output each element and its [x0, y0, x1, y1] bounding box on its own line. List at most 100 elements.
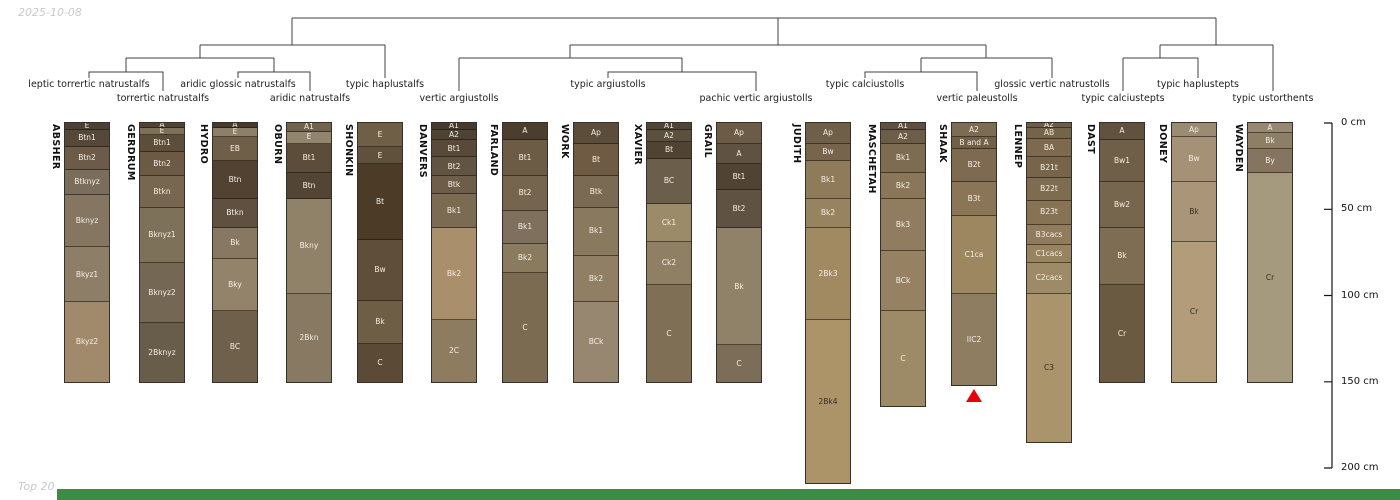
horizon-label: Btn1 — [153, 138, 171, 148]
horizon-band: A — [1100, 123, 1144, 141]
series-name: GRAIL — [702, 124, 713, 159]
taxon-label: leptic torrertic natrustalfs — [28, 79, 150, 90]
horizon-band: Btn — [213, 160, 257, 199]
profile-shonkin: SHONKIN E E Bt Bw Bk C — [343, 122, 403, 383]
horizon-label: A — [159, 123, 165, 129]
horizon-band: Btk — [432, 176, 476, 194]
horizon-band: Bt2 — [717, 190, 761, 229]
taxon-label: typic calciustolls — [825, 79, 905, 90]
horizon-band: IIC2 — [952, 293, 996, 386]
horizon-label: Ap — [591, 128, 601, 138]
horizon-label: C — [736, 358, 742, 368]
horizon-band: Bt2 — [432, 157, 476, 177]
horizon-label: Bk2 — [517, 253, 533, 263]
horizon-label: B21t — [1040, 162, 1058, 172]
horizon-band: Btn — [287, 173, 331, 199]
horizon-label: Btn — [302, 180, 316, 190]
horizon-band: A2 — [432, 129, 476, 141]
horizon-band: A1 — [647, 123, 691, 130]
horizon-band: E — [358, 123, 402, 148]
taxon-label: pachic vertic argiustolls — [699, 93, 813, 104]
horizon-label: Bknyz2 — [148, 287, 176, 297]
horizon-band: Bt1 — [503, 140, 547, 177]
profile-judith: JUDITH Ap Bw Bk1 Bk2 2Bk3 2Bk4 — [791, 121, 851, 485]
horizon-band: Cr — [1100, 285, 1144, 382]
horizon-band: Ap — [1172, 123, 1216, 137]
horizon-band: E — [213, 128, 257, 137]
horizon-label: Bky — [228, 279, 242, 289]
horizon-band: Cr — [1248, 173, 1292, 382]
series-name: DAST — [1085, 124, 1096, 155]
horizon-band: Bk2 — [806, 198, 850, 229]
horizon-label: E — [377, 150, 383, 160]
horizon-band: C — [881, 311, 925, 406]
bottom-progress-bar — [57, 489, 1400, 500]
horizon-band: BC — [213, 310, 257, 382]
series-name: OBURN — [272, 124, 283, 165]
horizon-band: Bw — [358, 240, 402, 301]
horizon-label: C1ca — [964, 249, 984, 259]
horizon-band: 2Bknyz — [140, 323, 184, 382]
horizon-label: Ap — [823, 128, 833, 138]
depth-tick-label: 0 cm — [1341, 117, 1366, 128]
horizon-band: 2Bkn — [287, 293, 331, 382]
horizon-band: Btkn — [213, 198, 257, 229]
horizon-band: E — [287, 131, 331, 144]
profile-wayden: WAYDEN A Bk By Cr — [1233, 122, 1293, 383]
horizon-band: Bk1 — [881, 143, 925, 173]
horizon-label: Bk1 — [895, 153, 911, 163]
horizon-band: 2Bk4 — [806, 319, 850, 484]
profile-maschetah: MASCHETAH A1 A2 Bk1 Bk2 Bk3 BCk C — [866, 122, 926, 407]
horizon-band: Bt — [647, 141, 691, 160]
horizon-label: Bt2 — [518, 188, 532, 198]
horizon-band: Bk — [213, 228, 257, 260]
series-name: WORK — [559, 124, 570, 159]
horizon-band: A1 — [287, 123, 331, 132]
horizon-band: BCk — [574, 302, 618, 382]
horizon-label: A2 — [969, 124, 979, 134]
horizon-label: Bt1 — [732, 172, 746, 182]
horizon-label: Bt2 — [732, 203, 746, 213]
taxon-label: glossic vertic natrustolls — [994, 79, 1110, 90]
profile-shaak: SHAAK A2 B and A B2t B3t C1ca IIC2 — [937, 121, 997, 387]
horizon-band: 2C — [432, 319, 476, 382]
horizon-label: Btk — [589, 186, 603, 196]
horizon-band: A2 — [647, 129, 691, 142]
horizon-band: B3t — [952, 181, 996, 217]
horizon-band: Bt1 — [287, 143, 331, 173]
horizon-label: A — [1119, 126, 1125, 136]
horizon-band: B22t — [1027, 178, 1071, 201]
horizon-label: Btn2 — [78, 153, 96, 163]
profile-dast: DAST A Bw1 Bw2 Bk Cr — [1085, 122, 1145, 383]
horizon-band: Btk — [574, 176, 618, 208]
horizon-label: Bt — [375, 197, 385, 207]
horizon-band: BC — [647, 159, 691, 205]
taxon-label: typic haplustepts — [1156, 79, 1240, 90]
horizon-band: Btn2 — [65, 147, 109, 170]
profile-gerdrum: GERDRUM A E Btn1 Btn2 Btkn Bknyz1 Bknyz2 2Bknyz — [125, 122, 185, 383]
horizon-label: 2Bknyz — [148, 347, 176, 357]
depth-tick-label: 100 cm — [1341, 289, 1379, 301]
horizon-band: Bk1 — [806, 160, 850, 199]
series-name: JUDITH — [791, 124, 802, 164]
horizon-label: Bk2 — [446, 268, 462, 278]
profile-absher: ABSHER E Btn1 Btn2 Btknyz Bknyz Bkyz1 Bkyz2 — [50, 122, 110, 383]
horizon-band: Btn1 — [65, 129, 109, 148]
horizon-label: Ck2 — [661, 258, 677, 268]
horizon-band: B2t — [952, 148, 996, 182]
horizon-label: Bk3 — [895, 219, 911, 229]
profile-doney: DONEY Ap Bw Bk Cr — [1157, 122, 1217, 383]
horizon-label: B3t — [967, 193, 981, 203]
horizon-label: Bt — [664, 145, 674, 155]
horizon-band: Bk — [1172, 181, 1216, 243]
horizon-label: Bknyz1 — [148, 229, 176, 239]
horizon-label: Bt — [591, 154, 601, 164]
horizon-band: A2 — [1027, 123, 1071, 129]
horizon-label: Bk — [734, 281, 744, 291]
taxon-label: vertic paleustolls — [936, 93, 1018, 104]
horizon-label: Bk1 — [517, 222, 533, 232]
horizon-label: Bk2 — [895, 180, 911, 190]
horizon-band: Bky — [213, 259, 257, 311]
